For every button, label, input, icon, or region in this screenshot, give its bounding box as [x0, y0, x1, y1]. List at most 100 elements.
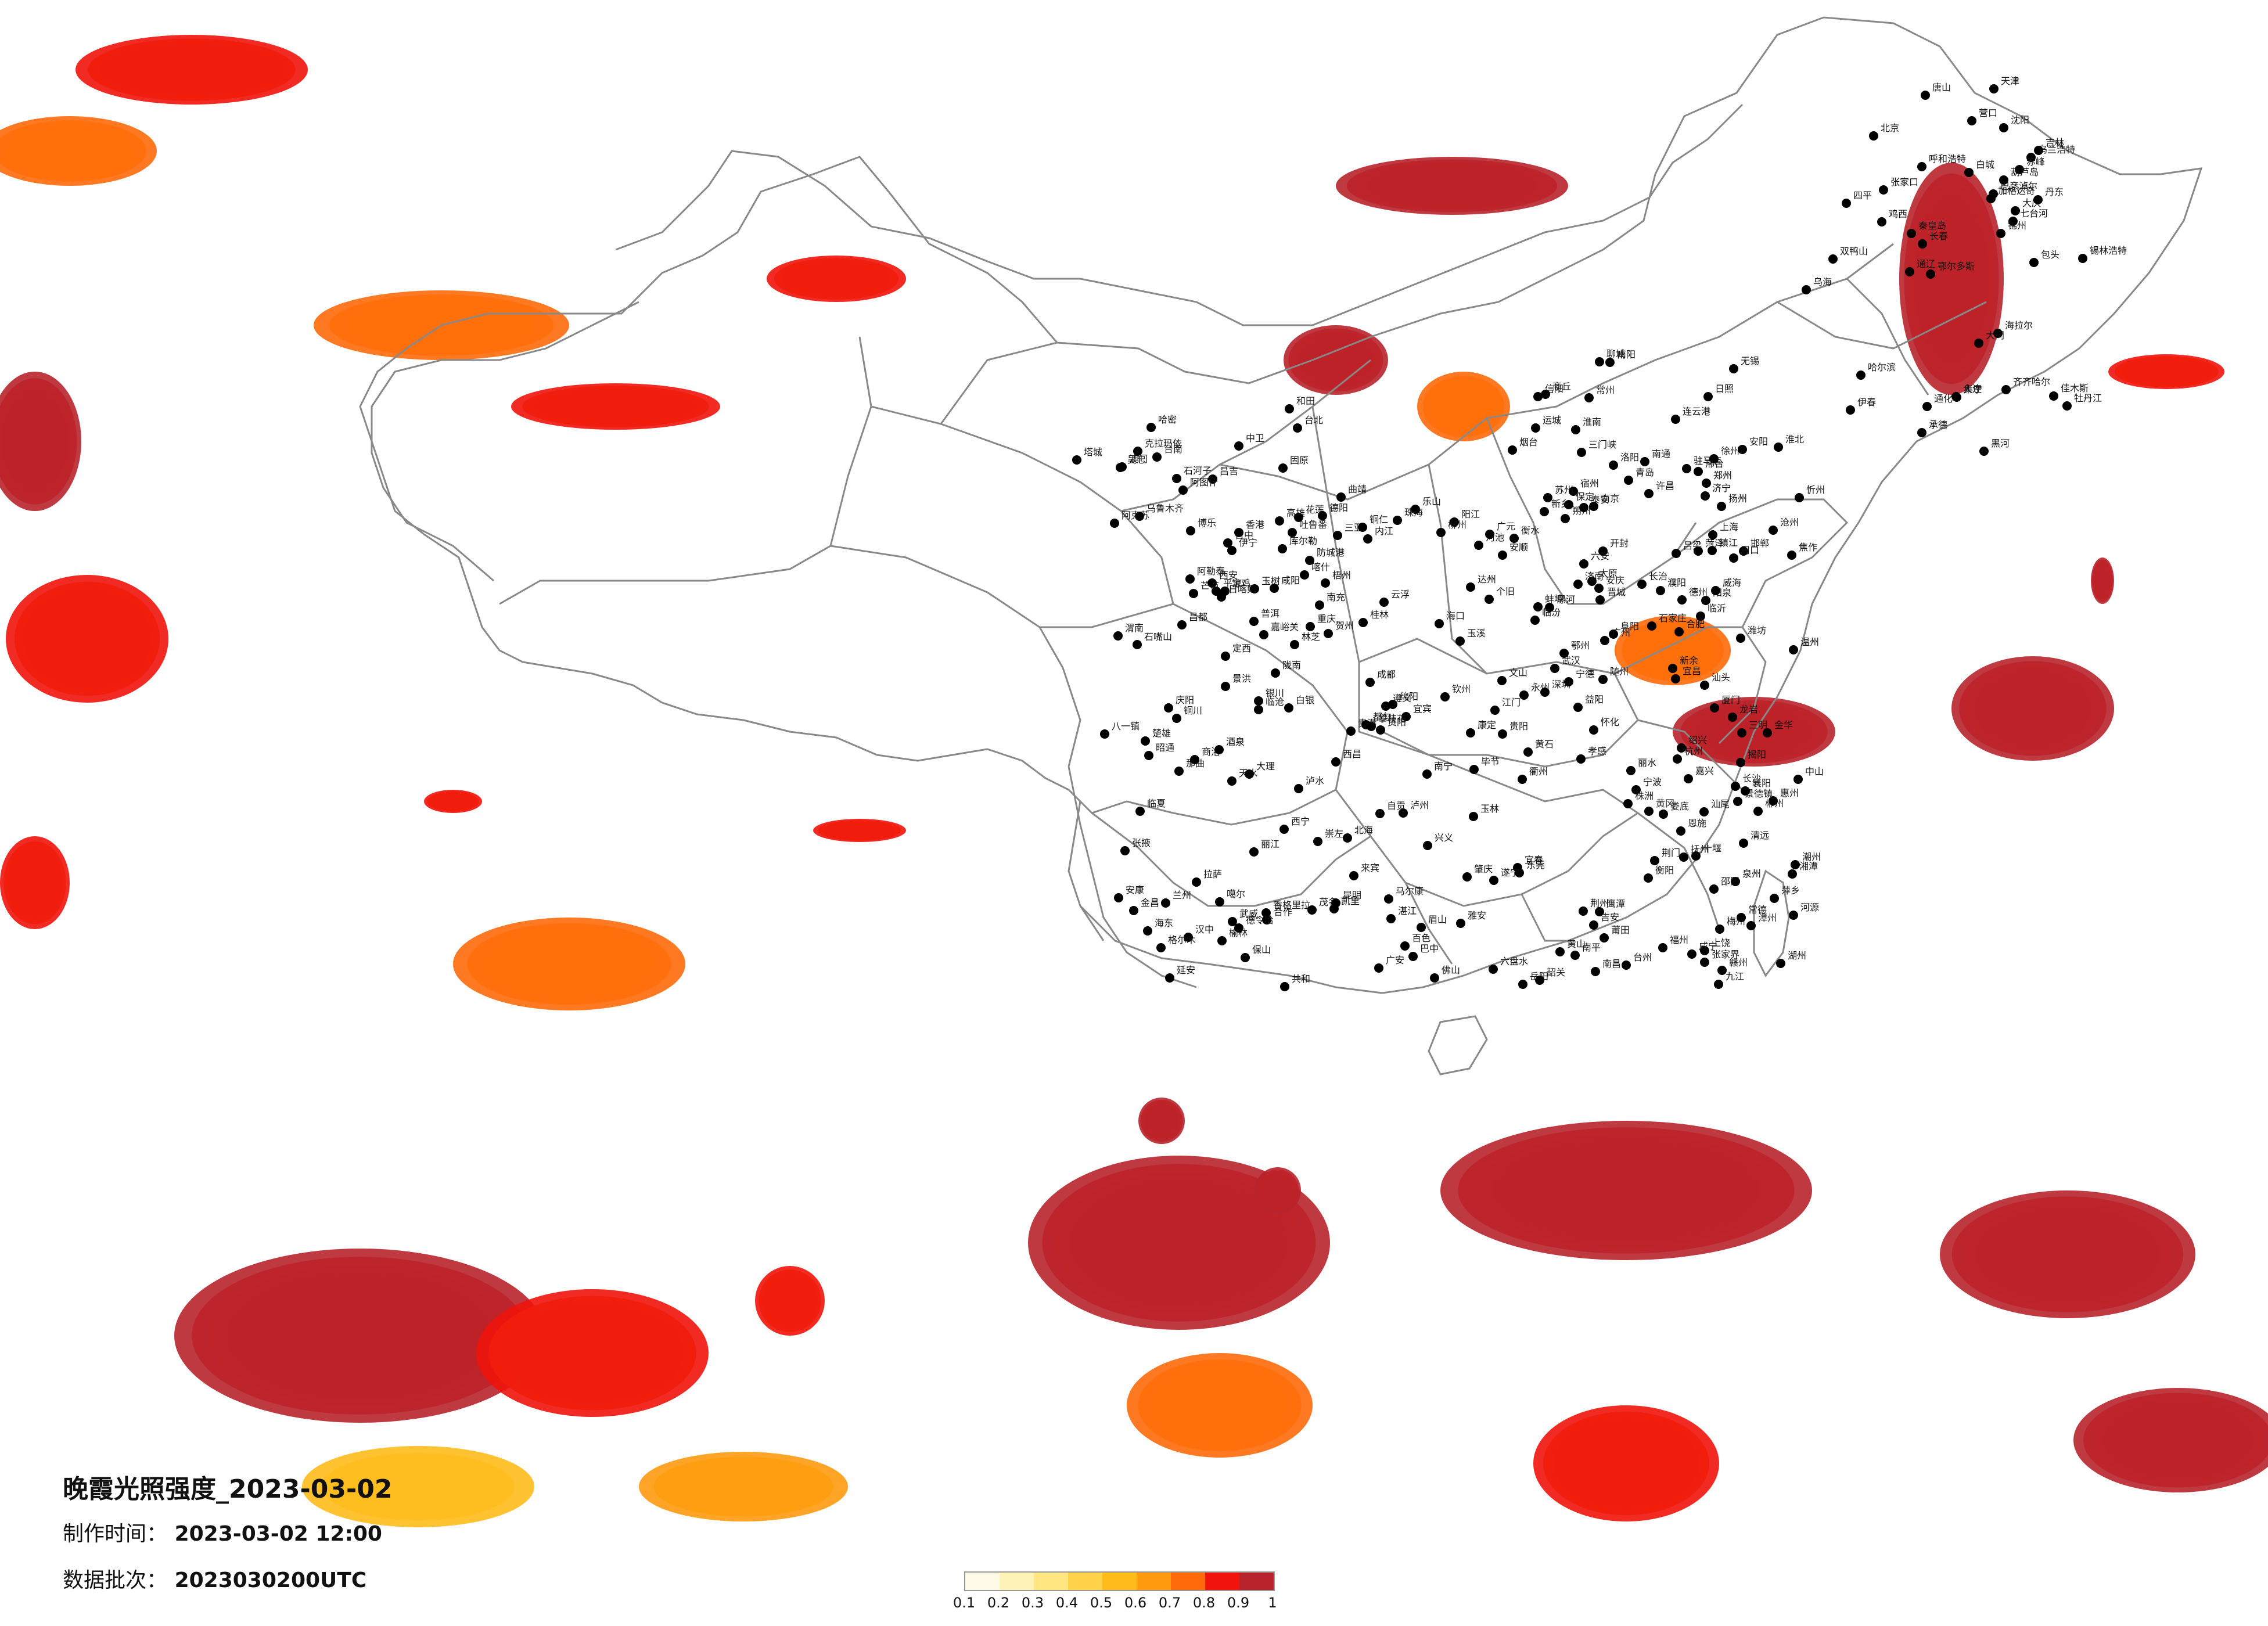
city-label: 景德镇 [1745, 788, 1773, 799]
city-dot [1702, 479, 1711, 488]
city-dot [1417, 923, 1426, 932]
city-label: 徐州 [1721, 445, 1739, 456]
city-dot [1598, 546, 1608, 556]
legend-tick-label: 0.4 [1055, 1595, 1079, 1611]
city-label: 白城 [1976, 159, 1994, 170]
legend-tick-label: 1 [1268, 1595, 1277, 1611]
city-label: 吉林 [2046, 137, 2064, 148]
city-dot [1275, 516, 1284, 526]
city-label: 台南 [1164, 444, 1182, 455]
city-label: 普洱 [1261, 608, 1279, 619]
city-label: 佳木斯 [2061, 383, 2089, 394]
city-label: 六安 [1591, 551, 1609, 562]
city-label: 吐鲁番 [1299, 519, 1327, 530]
city-dot [1679, 852, 1688, 862]
city-dot [2078, 254, 2087, 263]
city-dot [1569, 487, 1578, 496]
city-dot [1672, 549, 1681, 558]
city-label: 石河子 [1184, 465, 1212, 476]
city-label: 孝感 [1588, 746, 1606, 757]
city-dot [1579, 906, 1588, 916]
city-dot [1555, 947, 1565, 956]
city-dot [1668, 664, 1677, 673]
city-label: 汕尾 [1711, 798, 1730, 810]
hainan-outline [1428, 1015, 1488, 1075]
city-label: 云浮 [1391, 589, 1410, 600]
city-dot [1571, 425, 1580, 434]
city-dot [1284, 703, 1293, 713]
city-label: 伊春 [1857, 397, 1876, 408]
city-dot [1223, 538, 1232, 548]
city-dot [1907, 229, 1916, 238]
city-dot [1609, 629, 1618, 639]
city-dot [1776, 959, 1785, 968]
city-label: 连云港 [1683, 406, 1710, 417]
city-label: 嘉峪关 [1271, 621, 1299, 632]
city-dot [1738, 445, 1747, 454]
city-dot [1595, 907, 1604, 916]
city-label: 贵阳 [1509, 721, 1528, 732]
city-dot [1474, 541, 1483, 550]
city-dot [1684, 774, 1693, 783]
city-dot [1110, 519, 1119, 528]
city-label: 雅安 [1468, 910, 1486, 921]
city-dot [1543, 493, 1552, 502]
taiwan-outline [1753, 869, 1790, 977]
city-dot [1795, 493, 1804, 502]
city-label: 咸宁 [1699, 941, 1717, 952]
city-dot [1791, 860, 1800, 869]
city-label: 南通 [1652, 448, 1670, 459]
city-label: 凯里 [1341, 895, 1360, 906]
city-label: 金华 [1774, 720, 1793, 731]
city-dot [1234, 528, 1243, 537]
intensity-patch [0, 836, 70, 929]
city-label: 黑河 [1991, 438, 2010, 449]
city-label: 许昌 [1656, 480, 1674, 491]
city-label: 渭南 [1125, 623, 1144, 634]
city-label: 新乡 [1551, 498, 1570, 509]
intensity-patch [2091, 557, 2114, 604]
city-dot [1717, 966, 1727, 975]
city-label: 安康 [1126, 884, 1144, 895]
city-dot [1659, 810, 1668, 819]
city-label: 东莞 [1526, 859, 1545, 870]
border-hunan [1335, 789, 1638, 907]
city-label: 十堰 [1703, 843, 1721, 854]
city-label: 自贡 [1387, 800, 1406, 811]
city-label: 中卫 [1246, 433, 1264, 444]
city-label: 曲靖 [1348, 484, 1367, 495]
intensity-patch [1533, 1405, 1719, 1521]
city-label: 张家界 [1712, 949, 1739, 960]
city-label: 铜川 [1184, 705, 1202, 716]
city-label: 保定 [1576, 491, 1594, 502]
city-label: 漳州 [1758, 912, 1777, 923]
city-label: 镇江 [1719, 537, 1738, 548]
city-label: 苏州 [1555, 484, 1573, 495]
intensity-patch [1138, 1098, 1185, 1144]
legend-swatch [1171, 1573, 1205, 1590]
city-dot [1579, 503, 1588, 512]
city-label: 聊城 [1606, 348, 1625, 359]
city-label: 泸水 [1306, 775, 1324, 786]
border-gansu [940, 341, 1371, 512]
city-label: 烟台 [1519, 437, 1538, 448]
legend-tick-label: 0.9 [1227, 1595, 1250, 1611]
border-shanxi [1428, 464, 1488, 675]
city-label: 七台河 [2020, 208, 2048, 219]
city-dot [1708, 546, 1717, 555]
city-dot [1400, 941, 1410, 951]
city-dot [1595, 357, 1604, 366]
city-label: 北海 [1354, 825, 1373, 836]
city-dot [1305, 556, 1314, 565]
city-dot [1737, 913, 1746, 922]
city-dot [1333, 531, 1342, 540]
city-dot [1676, 826, 1685, 836]
city-label: 日喀则 [1228, 584, 1256, 595]
city-label: 赣州 [1729, 957, 1748, 968]
city-label: 陇南 [1282, 660, 1301, 671]
city-label: 洛阳 [1620, 452, 1639, 463]
city-dot [1631, 785, 1641, 794]
city-label: 拉萨 [1203, 869, 1222, 880]
city-label: 天津 [2001, 75, 2019, 87]
city-dot [1270, 584, 1279, 593]
